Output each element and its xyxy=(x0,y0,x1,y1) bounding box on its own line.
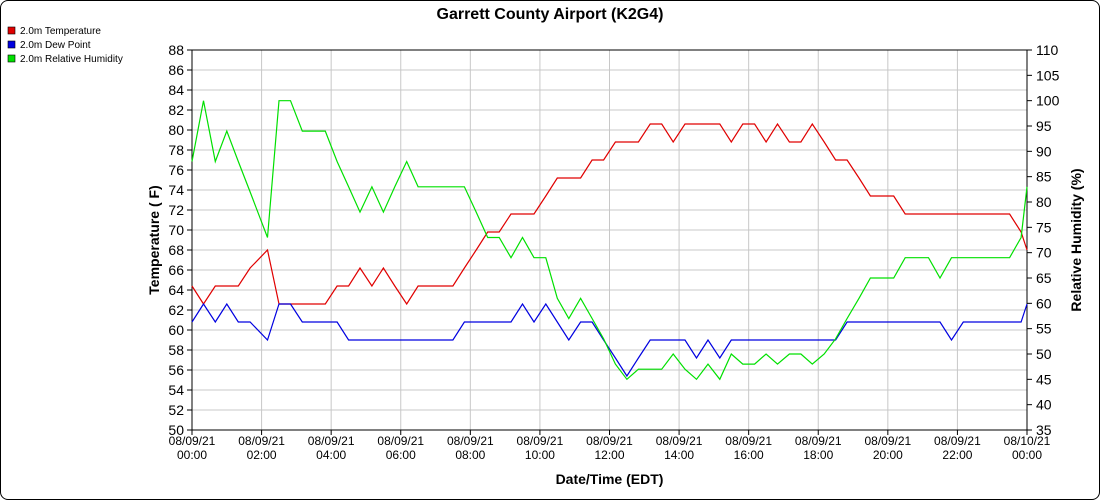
legend-swatch xyxy=(7,40,16,49)
left-tick-label: 80 xyxy=(168,122,184,138)
x-tick-time: 08:00 xyxy=(455,448,485,462)
x-tick-date: 08/09/21 xyxy=(308,434,355,448)
left-tick-label: 76 xyxy=(168,162,184,178)
right-tick-label: 75 xyxy=(1036,219,1052,235)
right-tick-label: 100 xyxy=(1036,93,1060,109)
x-tick-date: 08/09/21 xyxy=(795,434,842,448)
left-tick-label: 74 xyxy=(168,182,184,198)
left-tick-label: 86 xyxy=(168,62,184,78)
left-tick-label: 78 xyxy=(168,142,184,158)
x-tick-time: 18:00 xyxy=(803,448,833,462)
x-tick-time: 00:00 xyxy=(177,448,207,462)
right-tick-label: 50 xyxy=(1036,346,1052,362)
x-tick-time: 14:00 xyxy=(664,448,694,462)
left-tick-label: 62 xyxy=(168,302,184,318)
series-line-1 xyxy=(191,122,1028,306)
x-tick-date: 08/09/21 xyxy=(864,434,911,448)
x-tick-time: 06:00 xyxy=(386,448,416,462)
x-tick-time: 20:00 xyxy=(873,448,903,462)
right-tick-label: 90 xyxy=(1036,143,1052,159)
left-tick-label: 82 xyxy=(168,102,184,118)
right-tick-label: 110 xyxy=(1036,42,1059,58)
x-tick-time: 02:00 xyxy=(247,448,277,462)
right-tick-label: 85 xyxy=(1036,169,1052,185)
x-tick-date: 08/09/21 xyxy=(517,434,564,448)
x-tick-date: 08/09/21 xyxy=(377,434,424,448)
right-tick-label: 70 xyxy=(1036,245,1052,261)
x-tick-date: 08/10/21 xyxy=(1004,434,1051,448)
x-tick-time: 22:00 xyxy=(942,448,972,462)
legend-swatch xyxy=(7,26,16,35)
x-tick-time: 16:00 xyxy=(734,448,764,462)
x-tick-time: 12:00 xyxy=(594,448,624,462)
left-tick-label: 84 xyxy=(168,82,184,98)
legend-swatch xyxy=(7,54,16,63)
left-tick-label: 70 xyxy=(168,222,184,238)
right-tick-label: 65 xyxy=(1036,270,1052,286)
left-tick-label: 54 xyxy=(168,382,184,398)
x-tick-date: 08/09/21 xyxy=(586,434,633,448)
right-tick-label: 80 xyxy=(1036,194,1052,210)
right-tick-label: 105 xyxy=(1036,67,1060,83)
x-tick-time: 04:00 xyxy=(316,448,346,462)
left-tick-label: 66 xyxy=(168,262,184,278)
x-tick-time: 00:00 xyxy=(1012,448,1042,462)
x-tick-date: 08/09/21 xyxy=(656,434,703,448)
left-tick-label: 58 xyxy=(168,342,184,358)
left-tick-label: 56 xyxy=(168,362,184,378)
y-axis-left-label: Temperature ( F) xyxy=(146,185,162,294)
right-tick-label: 60 xyxy=(1036,295,1052,311)
legend-label: 2.0m Relative Humidity xyxy=(20,54,123,65)
series-line-2 xyxy=(191,302,1028,378)
x-tick-date: 08/09/21 xyxy=(447,434,494,448)
left-tick-label: 72 xyxy=(168,202,184,218)
left-tick-label: 52 xyxy=(168,402,184,418)
right-tick-label: 55 xyxy=(1036,321,1052,337)
x-tick-time: 10:00 xyxy=(525,448,555,462)
x-axis-label: Date/Time (EDT) xyxy=(556,471,664,487)
x-tick-date: 08/09/21 xyxy=(934,434,981,448)
x-tick-date: 08/09/21 xyxy=(725,434,772,448)
x-tick-date: 08/09/21 xyxy=(238,434,285,448)
legend-label: 2.0m Temperature xyxy=(20,26,101,37)
right-tick-label: 45 xyxy=(1036,371,1052,387)
left-tick-label: 60 xyxy=(168,322,184,338)
chart-title: Garrett County Airport (K2G4) xyxy=(437,6,664,23)
series-line-3 xyxy=(191,100,1028,381)
right-tick-label: 35 xyxy=(1036,422,1052,438)
y-axis-right-label: Relative Humidity (%) xyxy=(1068,168,1084,311)
left-tick-label: 68 xyxy=(168,242,184,258)
right-tick-label: 95 xyxy=(1036,118,1052,134)
x-tick-date: 08/09/21 xyxy=(169,434,216,448)
plot-border xyxy=(191,49,1028,431)
legend-label: 2.0m Dew Point xyxy=(20,40,91,51)
left-tick-label: 64 xyxy=(168,282,184,298)
right-tick-label: 40 xyxy=(1036,397,1052,413)
left-tick-label: 88 xyxy=(168,42,184,58)
left-tick-label: 50 xyxy=(168,422,184,438)
